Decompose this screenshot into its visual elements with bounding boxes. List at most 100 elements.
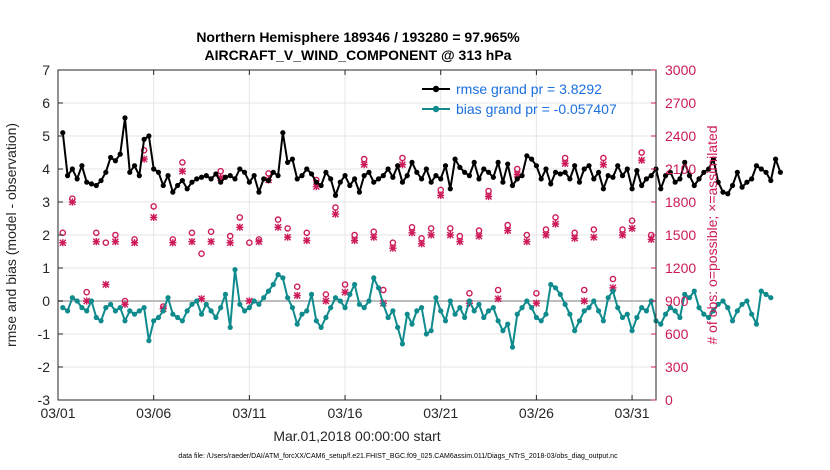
rmse-point [476, 176, 482, 182]
obs-assimilated-marker [427, 231, 435, 239]
rmse-point [658, 186, 664, 192]
obs-assimilated-marker [226, 239, 234, 247]
rmse-point [380, 173, 386, 179]
obs-assimilated-marker [150, 213, 158, 221]
rmse-point [744, 179, 750, 185]
rmse-point [619, 173, 626, 179]
x-tick-label: 03/31 [615, 405, 650, 421]
obs-assimilated-marker [437, 191, 445, 199]
obs-possible-marker [150, 203, 157, 210]
obs-possible-marker [236, 214, 244, 221]
rmse-point [265, 177, 272, 184]
bias-point [447, 298, 453, 304]
rmse-point [629, 186, 635, 192]
bias-point [581, 308, 587, 314]
bias-point [342, 305, 348, 311]
bias-point [366, 298, 372, 304]
bias-point [763, 291, 769, 297]
obs-assimilated-glyph [456, 238, 464, 246]
obs-assimilated-glyph [590, 233, 598, 241]
rmse-point [414, 169, 420, 175]
rmse-point [98, 177, 104, 184]
obs-assimilated-glyph [59, 239, 67, 247]
bias-point [591, 298, 597, 304]
bias-point [399, 341, 406, 347]
rmse-point [361, 173, 367, 179]
rmse-point [347, 182, 353, 189]
y2-tick-label: 3000 [665, 62, 696, 78]
y2-tick-label: 2100 [665, 161, 696, 177]
bias-point [160, 308, 166, 314]
rmse-point [179, 177, 185, 184]
bias-point [418, 305, 425, 311]
obs-assimilated-glyph [207, 238, 215, 246]
bias-point [509, 344, 516, 350]
y-axis-ticks: -3 -2 -1 0 1 2 3 4 5 6 7 [38, 62, 63, 408]
bias-point [299, 311, 305, 317]
obs-possible-marker [628, 217, 636, 224]
obs-assimilated-marker [417, 240, 426, 248]
rmse-point [404, 173, 410, 179]
bias-point [452, 311, 458, 317]
obs-assimilated-marker [398, 161, 407, 169]
bias-point [218, 305, 224, 311]
bias-point [758, 288, 764, 294]
rmse-point [529, 156, 535, 162]
rmse-point [146, 133, 152, 139]
rmse-point [725, 191, 731, 197]
bias-point [79, 305, 85, 311]
bias-point [213, 314, 219, 321]
rmse-point [203, 173, 209, 179]
bias-point [175, 314, 181, 321]
bias-point [490, 305, 496, 311]
obs-assimilated-glyph [140, 155, 148, 163]
bias-point [739, 301, 745, 307]
bias-point [768, 295, 774, 301]
bias-point [227, 324, 233, 330]
obs-assimilated-glyph [417, 240, 426, 248]
y-tick-label: 2 [42, 227, 50, 243]
bias-point [155, 314, 162, 321]
bias-point [165, 295, 171, 301]
obs-assimilated-marker [609, 284, 617, 292]
rmse-point [122, 115, 128, 121]
obs-assimilated-marker [303, 236, 311, 245]
bias-point [562, 301, 568, 307]
rmse-point [170, 189, 176, 195]
obs-assimilated-glyph [245, 297, 253, 305]
rmse-point [701, 169, 707, 175]
obs-assimilated-marker [111, 238, 120, 246]
rmse-point [768, 177, 774, 184]
obs-assimilated-glyph [398, 161, 407, 169]
rmse-point [251, 173, 257, 179]
bias-point [361, 305, 367, 311]
rmse-point [729, 182, 736, 189]
rmse-point [753, 163, 760, 169]
obs-assimilated-glyph [370, 233, 378, 241]
x-tick-label: 03/11 [232, 405, 266, 421]
rmse-point [495, 159, 501, 165]
bias-point [308, 291, 315, 297]
rmse-point [371, 179, 377, 185]
bias-point [615, 305, 621, 311]
bias-point [289, 305, 296, 311]
bias-point [557, 291, 563, 297]
rmse-point [610, 174, 616, 180]
y2-tick-label: 600 [665, 326, 689, 342]
x-tick-label: 03/01 [40, 405, 75, 421]
obs-assimilated-marker [370, 233, 378, 241]
rmse-point [734, 169, 740, 175]
obs-assimilated-marker [523, 238, 531, 246]
bias-point [136, 308, 142, 314]
obs-assimilated-glyph [580, 297, 588, 305]
bias-point [304, 308, 310, 314]
y-tick-label: -3 [38, 392, 51, 408]
rmse-point [471, 159, 477, 165]
rmse-point [289, 156, 296, 162]
obs-assimilated-marker [68, 198, 76, 206]
obs-possible-marker [198, 250, 205, 257]
rmse-point [232, 176, 238, 182]
rmse-point [567, 176, 573, 182]
bias-point [222, 291, 229, 297]
bias-point [409, 321, 415, 327]
